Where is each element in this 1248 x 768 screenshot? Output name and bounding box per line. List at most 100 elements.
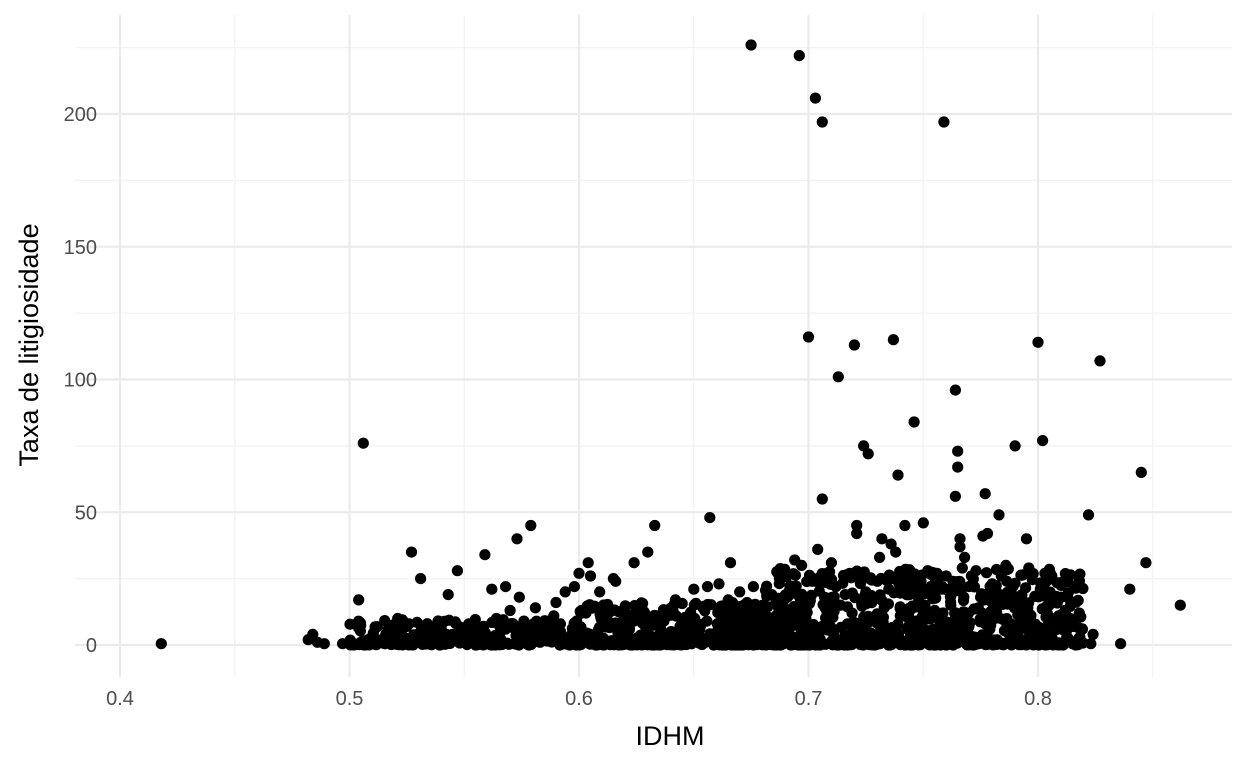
data-point <box>824 607 836 619</box>
data-point <box>1124 583 1136 595</box>
y-axis-tick-labels: 0 50 100 150 200 <box>64 104 97 657</box>
data-point <box>629 638 641 650</box>
data-point <box>940 584 952 596</box>
data-point <box>529 602 542 614</box>
data-point <box>865 589 877 602</box>
data-point <box>1140 557 1152 569</box>
data-point <box>779 589 791 601</box>
data-point <box>573 567 585 579</box>
data-point <box>964 616 976 629</box>
data-point <box>435 622 447 634</box>
data-point <box>628 557 640 569</box>
data-point <box>801 606 813 618</box>
data-point <box>713 578 725 590</box>
data-point <box>1115 638 1127 650</box>
data-point <box>1009 602 1021 614</box>
data-point <box>804 621 816 633</box>
data-point <box>932 575 944 587</box>
data-point <box>876 594 888 606</box>
x-axis-title: IDHM <box>636 721 705 751</box>
data-point <box>1072 594 1084 607</box>
data-point <box>612 620 624 632</box>
data-point <box>568 581 581 593</box>
data-point <box>953 575 965 588</box>
data-point <box>423 624 435 636</box>
data-point <box>592 624 605 636</box>
data-point <box>530 627 542 639</box>
data-point <box>679 637 691 649</box>
data-point <box>688 632 701 644</box>
data-point <box>318 638 330 650</box>
data-point <box>938 116 950 128</box>
data-point <box>644 630 656 642</box>
data-point <box>824 573 836 586</box>
data-point <box>1009 577 1021 589</box>
data-point <box>550 596 562 609</box>
data-point <box>757 617 769 629</box>
data-point <box>924 613 936 625</box>
data-point <box>759 639 771 651</box>
data-point <box>884 573 896 585</box>
data-point <box>908 416 920 428</box>
data-point <box>854 578 867 590</box>
data-point <box>874 638 886 650</box>
data-point <box>952 445 964 457</box>
data-point <box>1087 628 1099 641</box>
data-point <box>155 638 167 650</box>
data-point <box>862 448 874 460</box>
data-point <box>816 493 828 505</box>
data-point <box>1051 577 1063 589</box>
data-point <box>582 557 594 569</box>
data-point <box>527 618 539 631</box>
data-point <box>451 565 463 577</box>
data-point <box>625 609 637 621</box>
data-point <box>560 635 573 647</box>
data-point <box>802 331 815 343</box>
data-point <box>497 614 509 626</box>
x-axis-tick-labels: 0.4 0.5 0.6 0.7 0.8 <box>106 688 1052 710</box>
data-point <box>479 549 491 561</box>
data-point <box>1076 623 1088 635</box>
data-point <box>809 92 822 104</box>
data-point <box>918 588 931 600</box>
data-point <box>896 635 908 648</box>
data-point <box>759 629 771 641</box>
data-point <box>398 616 410 628</box>
data-point <box>734 586 746 598</box>
data-point <box>507 618 519 630</box>
data-point <box>885 638 898 651</box>
y-axis-title: Taxa de litigiosidade <box>14 223 44 466</box>
data-point <box>756 602 768 614</box>
data-point <box>958 591 970 603</box>
data-point <box>747 581 760 593</box>
data-point <box>1015 611 1027 624</box>
data-point <box>715 603 727 615</box>
data-point <box>777 638 789 650</box>
data-point <box>841 601 854 613</box>
data-point <box>976 629 989 641</box>
data-point <box>668 599 680 611</box>
data-point <box>741 597 753 609</box>
data-point <box>990 563 1003 576</box>
data-point <box>478 620 490 633</box>
data-point <box>1082 509 1095 521</box>
data-point <box>462 628 474 641</box>
data-point <box>353 594 365 606</box>
y-tick-label: 100 <box>64 370 97 392</box>
data-point <box>559 586 571 598</box>
data-point <box>770 621 782 633</box>
data-point <box>909 601 921 613</box>
data-point <box>688 583 700 595</box>
data-point <box>1055 591 1067 604</box>
data-point <box>974 616 986 628</box>
data-point <box>968 603 980 615</box>
data-point <box>951 637 963 649</box>
data-point <box>721 631 733 643</box>
data-point <box>661 610 673 622</box>
major-gridlines <box>75 15 1232 677</box>
data-point <box>894 601 906 613</box>
data-point <box>367 627 379 639</box>
data-point <box>518 628 530 640</box>
data-point <box>832 371 844 383</box>
data-point <box>1022 634 1034 646</box>
